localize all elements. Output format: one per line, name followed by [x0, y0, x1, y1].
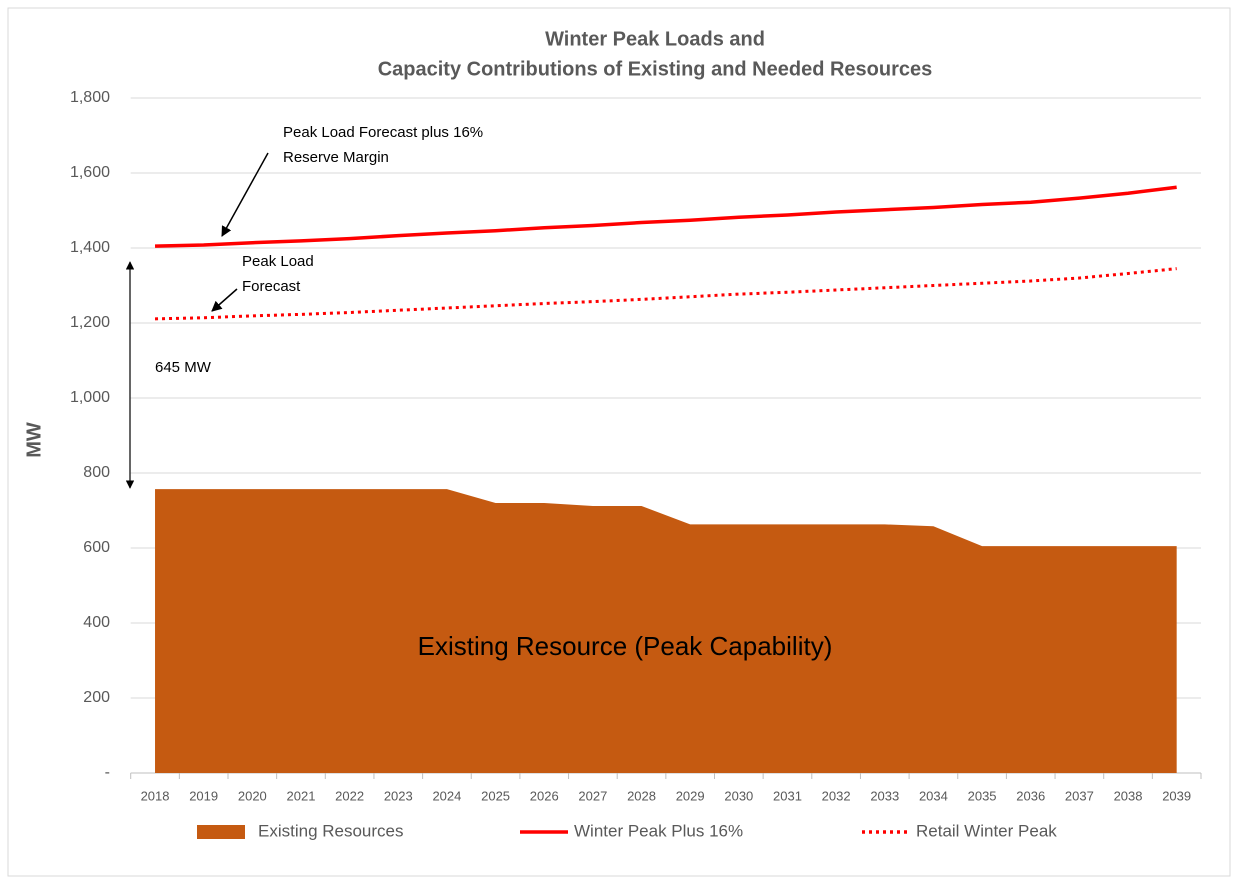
y-tick-label: 1,400 [70, 239, 110, 256]
x-tick-label: 2026 [530, 788, 559, 803]
y-tick-label: 200 [83, 689, 110, 706]
annotation: 645 MW [155, 359, 212, 376]
x-tick-label: 2035 [968, 788, 997, 803]
x-tick-label: 2027 [578, 788, 607, 803]
y-tick-label: 800 [83, 464, 110, 481]
annotation: Reserve Margin [283, 149, 389, 166]
x-tick-label: 2022 [335, 788, 364, 803]
annotation: Peak Load Forecast plus 16% [283, 124, 483, 141]
x-tick-label: 2020 [238, 788, 267, 803]
y-tick-label: 400 [83, 614, 110, 631]
x-tick-label: 2033 [870, 788, 899, 803]
chart-title: Capacity Contributions of Existing and N… [378, 58, 933, 80]
x-tick-label: 2028 [627, 788, 656, 803]
legend-swatch [197, 825, 245, 839]
legend-label: Winter Peak Plus 16% [574, 821, 743, 840]
x-tick-label: 2024 [432, 788, 461, 803]
area [155, 489, 1177, 773]
legend-label: Existing Resources [258, 821, 404, 840]
y-tick-label: 1,800 [70, 89, 110, 106]
y-tick-label: - [105, 764, 110, 781]
x-tick-label: 2029 [676, 788, 705, 803]
plot [154, 185, 1177, 773]
x-tick-label: 2037 [1065, 788, 1094, 803]
legend-label: Retail Winter Peak [916, 821, 1057, 840]
legend: Existing Resources Winter Peak Plus 16% Re… [197, 821, 1057, 840]
arrow [211, 288, 238, 312]
arrow [221, 152, 269, 237]
x-tick-label: 2032 [822, 788, 851, 803]
x-tick-label: 2034 [919, 788, 948, 803]
x-tick-label: 2018 [141, 788, 170, 803]
area-label: Existing Resource (Peak Capability) [418, 631, 833, 661]
x-tick-label: 2025 [481, 788, 510, 803]
x-tick-label: 2036 [1016, 788, 1045, 803]
x-tick-label: 2031 [773, 788, 802, 803]
annotations: Peak Load Forecast plus 16% Reserve Marg… [125, 124, 483, 489]
line [154, 267, 1177, 321]
y-tick-label: 600 [83, 539, 110, 556]
y-axis-label: MW [23, 422, 45, 458]
x-tick-label: 2039 [1162, 788, 1191, 803]
y-tick-label: 1,000 [70, 389, 110, 406]
x-tick-label: 2019 [189, 788, 218, 803]
chart-frame [7, 7, 1231, 877]
x-tick-label: 2038 [1114, 788, 1143, 803]
line [154, 185, 1177, 248]
y-tick-label: 1,600 [70, 164, 110, 181]
x-tick-label: 2030 [724, 788, 753, 803]
x-tick-label: 2023 [384, 788, 413, 803]
annotation: Peak Load [242, 253, 314, 270]
chart-title: Winter Peak Loads and [545, 28, 765, 50]
y-tick-label: 1,200 [70, 314, 110, 331]
x-tick-label: 2021 [287, 788, 316, 803]
annotation: Forecast [242, 278, 301, 295]
